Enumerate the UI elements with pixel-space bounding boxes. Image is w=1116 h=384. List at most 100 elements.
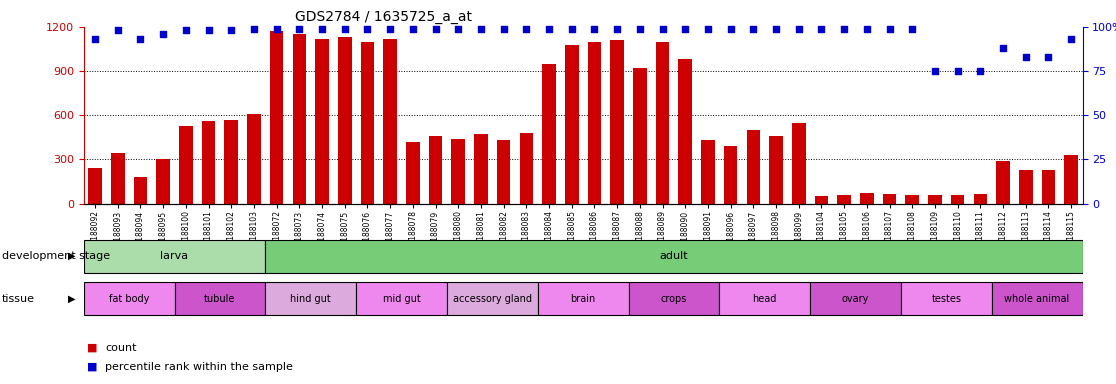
Bar (810, 282, 901, 315)
Bar (247, 114, 261, 204)
Text: count: count (105, 343, 136, 353)
Text: ovary: ovary (841, 293, 869, 304)
Bar (1041, 170, 1056, 204)
Bar (610, 40, 624, 204)
Bar (497, 140, 510, 204)
Bar (474, 134, 488, 204)
Bar (951, 195, 964, 204)
Bar (156, 159, 170, 204)
Bar (837, 195, 852, 204)
Point (586, 26, 604, 32)
Text: ▶: ▶ (68, 251, 76, 261)
Point (767, 26, 785, 32)
Bar (992, 282, 1083, 315)
Bar (542, 64, 556, 204)
Bar (656, 41, 670, 204)
Bar (769, 136, 782, 204)
Bar (520, 133, 533, 204)
Bar (905, 195, 920, 204)
Point (494, 26, 512, 32)
Point (949, 68, 966, 74)
Title: GDS2784 / 1635725_a_at: GDS2784 / 1635725_a_at (295, 10, 472, 25)
Bar (701, 140, 714, 204)
Bar (224, 120, 238, 204)
Point (200, 27, 218, 33)
Point (86, 36, 104, 42)
Bar (452, 139, 465, 204)
Point (926, 68, 944, 74)
Text: tissue: tissue (2, 294, 36, 304)
Point (518, 26, 536, 32)
Bar (628, 282, 720, 315)
Text: brain: brain (570, 293, 596, 304)
Point (1017, 54, 1035, 60)
Bar (538, 282, 628, 315)
Bar (406, 142, 420, 204)
Bar (84, 282, 174, 315)
Point (314, 26, 331, 32)
Text: head: head (752, 293, 777, 304)
Point (336, 26, 354, 32)
Bar (792, 122, 806, 204)
Bar (679, 59, 692, 204)
Bar (315, 39, 329, 204)
Bar (384, 39, 397, 204)
Text: accessory gland: accessory gland (453, 293, 532, 304)
Point (676, 26, 694, 32)
Point (426, 26, 444, 32)
Bar (446, 282, 538, 315)
Point (722, 26, 740, 32)
Point (744, 26, 762, 32)
Bar (883, 194, 896, 204)
Point (971, 68, 989, 74)
Point (246, 26, 263, 32)
Bar (588, 41, 602, 204)
Bar (747, 130, 760, 204)
Bar (110, 154, 125, 204)
Bar (202, 121, 215, 204)
Point (268, 26, 286, 32)
Point (812, 26, 830, 32)
Bar (292, 34, 306, 204)
Point (132, 36, 150, 42)
Point (835, 26, 853, 32)
Text: testes: testes (932, 293, 961, 304)
Text: tubule: tubule (204, 293, 235, 304)
Point (358, 26, 376, 32)
Point (472, 26, 490, 32)
Point (881, 26, 898, 32)
Text: fat body: fat body (109, 293, 150, 304)
Bar (88, 168, 102, 204)
Bar (720, 282, 810, 315)
Point (858, 26, 876, 32)
Point (404, 26, 422, 32)
Bar (174, 282, 266, 315)
Point (562, 26, 580, 32)
Bar (266, 240, 1083, 273)
Point (1039, 54, 1057, 60)
Text: larva: larva (161, 251, 189, 262)
Bar (1019, 170, 1032, 204)
Point (450, 26, 468, 32)
Point (154, 31, 172, 37)
Text: ■: ■ (87, 343, 97, 353)
Point (290, 26, 308, 32)
Point (109, 27, 127, 33)
Text: ■: ■ (87, 362, 97, 372)
Point (177, 27, 195, 33)
Bar (973, 194, 988, 204)
Point (903, 26, 921, 32)
Bar (270, 31, 283, 204)
Bar (360, 41, 374, 204)
Bar (134, 177, 147, 204)
Text: development stage: development stage (2, 251, 110, 261)
Point (699, 26, 716, 32)
Bar (1065, 155, 1078, 204)
Text: crops: crops (661, 293, 687, 304)
Point (790, 26, 808, 32)
Point (994, 45, 1012, 51)
Point (608, 26, 626, 32)
Bar (815, 196, 828, 204)
Point (540, 26, 558, 32)
Bar (997, 161, 1010, 204)
